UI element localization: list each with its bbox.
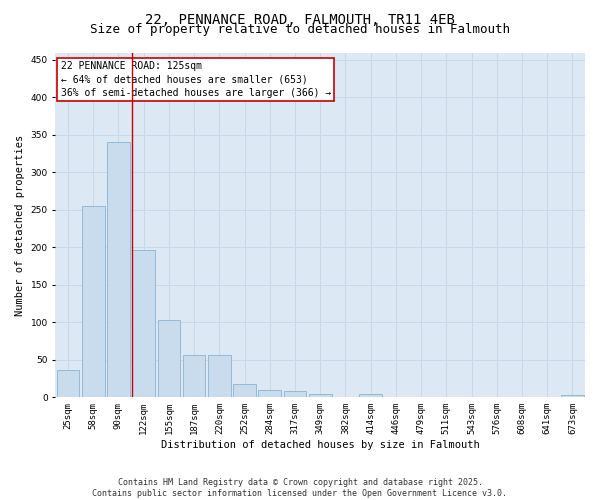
Bar — [561, 395, 584, 398]
Bar — [259, 390, 281, 398]
X-axis label: Distribution of detached houses by size in Falmouth: Distribution of detached houses by size … — [161, 440, 479, 450]
Bar — [233, 384, 256, 398]
Bar — [208, 354, 231, 398]
Bar — [158, 320, 180, 398]
Text: 22 PENNANCE ROAD: 125sqm
← 64% of detached houses are smaller (653)
36% of semi-: 22 PENNANCE ROAD: 125sqm ← 64% of detach… — [61, 61, 331, 98]
Bar — [133, 250, 155, 398]
Text: Contains HM Land Registry data © Crown copyright and database right 2025.
Contai: Contains HM Land Registry data © Crown c… — [92, 478, 508, 498]
Text: Size of property relative to detached houses in Falmouth: Size of property relative to detached ho… — [90, 22, 510, 36]
Bar — [57, 370, 79, 398]
Text: 22, PENNANCE ROAD, FALMOUTH, TR11 4EB: 22, PENNANCE ROAD, FALMOUTH, TR11 4EB — [145, 12, 455, 26]
Bar — [284, 392, 307, 398]
Bar — [82, 206, 104, 398]
Bar — [309, 394, 332, 398]
Bar — [107, 142, 130, 398]
Bar — [359, 394, 382, 398]
Y-axis label: Number of detached properties: Number of detached properties — [15, 134, 25, 316]
Bar — [183, 354, 205, 398]
